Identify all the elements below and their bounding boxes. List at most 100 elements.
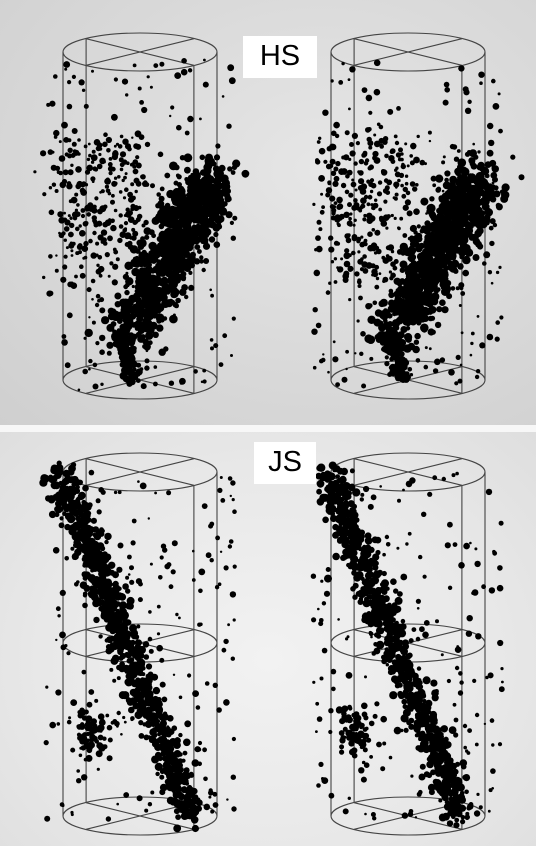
point (58, 231, 61, 235)
point (123, 720, 127, 724)
point (148, 610, 152, 614)
point (455, 785, 461, 791)
point (194, 244, 201, 250)
point (161, 299, 170, 309)
point (213, 343, 219, 349)
point-cloud (39, 460, 237, 833)
point (413, 282, 418, 288)
point (61, 478, 69, 486)
point (432, 368, 439, 374)
point (376, 741, 382, 748)
point (49, 721, 56, 729)
point (178, 258, 185, 265)
point (140, 691, 147, 698)
point (479, 81, 483, 85)
point (359, 559, 366, 566)
point (401, 698, 408, 705)
point (79, 581, 88, 589)
point (106, 724, 113, 731)
point (209, 338, 214, 342)
point (144, 365, 150, 371)
point (137, 597, 143, 603)
point (68, 231, 74, 238)
point (135, 217, 141, 223)
point (396, 249, 403, 255)
point (352, 594, 358, 600)
point (456, 211, 464, 218)
point (340, 257, 344, 261)
point (397, 178, 401, 183)
point (117, 175, 121, 179)
point (360, 197, 367, 204)
point (373, 642, 378, 647)
point (111, 180, 118, 187)
point (408, 316, 417, 325)
point (444, 170, 451, 177)
point (394, 168, 398, 172)
point (48, 254, 53, 259)
point (183, 767, 190, 774)
point (448, 796, 454, 802)
point (343, 252, 351, 260)
point (495, 203, 503, 211)
point (172, 268, 180, 275)
point (475, 186, 481, 192)
point (150, 183, 155, 189)
point (416, 666, 422, 671)
point (120, 621, 128, 629)
point (139, 482, 147, 490)
point (203, 258, 210, 264)
point (111, 113, 118, 121)
point (172, 791, 177, 796)
point (391, 659, 399, 666)
point (130, 540, 136, 546)
point (63, 61, 71, 68)
point (212, 682, 218, 688)
point (419, 307, 428, 316)
point (82, 593, 88, 598)
point (348, 216, 352, 221)
point (486, 149, 494, 157)
point (48, 290, 54, 296)
point (421, 326, 428, 333)
point (442, 254, 451, 264)
point (79, 264, 84, 270)
point (354, 188, 358, 192)
point (108, 604, 115, 611)
point (55, 500, 63, 508)
point (82, 602, 88, 609)
point (148, 737, 155, 744)
point (332, 180, 339, 187)
point (392, 196, 396, 200)
point (399, 267, 406, 274)
point (348, 157, 352, 161)
point (374, 198, 378, 202)
point (183, 153, 193, 163)
point (366, 179, 371, 184)
point (66, 503, 73, 510)
point (113, 208, 118, 213)
point (416, 695, 422, 701)
point (415, 358, 421, 363)
point (122, 138, 129, 145)
point (54, 268, 59, 273)
point (116, 802, 119, 806)
point (357, 250, 361, 254)
point (353, 736, 362, 744)
point (134, 312, 140, 318)
point (373, 88, 381, 96)
point (84, 722, 90, 728)
point (63, 254, 68, 259)
point (197, 622, 202, 627)
point (458, 282, 465, 289)
point (61, 339, 68, 346)
point (128, 649, 136, 657)
point (114, 626, 123, 635)
point (54, 189, 59, 193)
point (84, 221, 89, 226)
point (491, 181, 495, 185)
point (344, 248, 350, 254)
point (457, 378, 463, 384)
point (137, 256, 141, 261)
